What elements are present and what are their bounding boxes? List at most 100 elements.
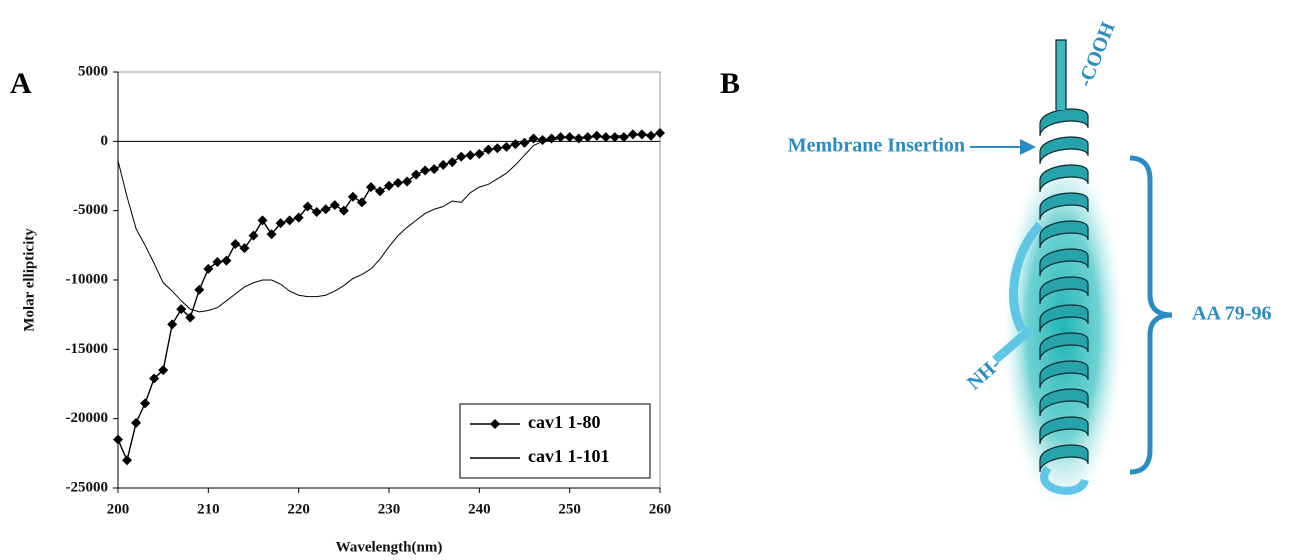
data-point (510, 139, 521, 150)
data-point (239, 243, 250, 254)
panel-label: A (10, 67, 32, 100)
y-axis-label: Molar ellipticity (21, 228, 37, 332)
x-axis-label: Wavelength(nm) (336, 539, 443, 555)
nh-strand (992, 326, 1033, 364)
y-tick-label: -25000 (66, 479, 109, 495)
data-point (528, 133, 539, 144)
data-point (212, 256, 223, 267)
data-point (374, 186, 385, 197)
data-point (483, 144, 494, 155)
data-point (393, 177, 404, 188)
helix-end (1040, 465, 1089, 495)
data-point (356, 197, 367, 208)
data-point (645, 130, 656, 141)
helix-turn (1039, 388, 1089, 417)
data-point (122, 455, 133, 466)
data-point (627, 129, 638, 140)
chart: 5000 0 -5000 -10000 -15000 -20000 -25000 200 210… (21, 63, 671, 555)
data-point (402, 176, 413, 187)
data-point (573, 133, 584, 144)
legend-label: cav1 1-80 (528, 412, 600, 432)
brace (1129, 155, 1173, 475)
data-point (447, 157, 458, 168)
data-point (293, 212, 304, 223)
y-tick-label: -10000 (66, 271, 109, 287)
x-tick-label: 260 (649, 501, 672, 517)
data-point (411, 169, 422, 180)
data-point (113, 434, 123, 445)
data-point (257, 215, 268, 226)
legend-label: cav1 1-101 (528, 446, 609, 466)
x-tick-label: 250 (558, 501, 581, 517)
data-point (194, 284, 205, 295)
data-point (275, 218, 286, 229)
data-point (474, 148, 485, 159)
data-point (456, 151, 467, 162)
helix-turn (1039, 108, 1089, 137)
data-point (302, 201, 313, 212)
x-tick-label: 230 (378, 501, 401, 517)
cooh-label: -COOH (1074, 19, 1120, 90)
data-point (140, 398, 151, 409)
data-point (546, 133, 557, 144)
data-point (429, 164, 440, 175)
helix-turn (1039, 360, 1089, 389)
data-point (158, 365, 169, 376)
data-point (203, 263, 214, 274)
data-point (230, 238, 241, 249)
data-point (618, 132, 629, 143)
cooh-strand (1055, 39, 1067, 110)
helix (1039, 108, 1089, 495)
helix-turn (1039, 192, 1089, 221)
data-point (555, 132, 566, 143)
data-point (347, 191, 358, 202)
arrow-head (1020, 139, 1036, 155)
data-point (320, 204, 331, 215)
data-point (131, 417, 142, 428)
helix-turn (1039, 304, 1089, 333)
helix-turn (1039, 444, 1089, 473)
data-point (284, 215, 295, 226)
series-line (117, 133, 660, 313)
data-point (591, 130, 602, 141)
data-point (167, 319, 178, 330)
data-point (501, 141, 512, 152)
data-point (365, 182, 376, 193)
data-point (609, 132, 620, 143)
y-tick-label: 0 (101, 133, 109, 149)
membrane-insertion-label: Membrane Insertion (788, 135, 965, 157)
y-tick-label: -15000 (66, 341, 109, 357)
helix-turn (1039, 332, 1089, 361)
y-tick-label: -5000 (73, 202, 108, 218)
data-point (248, 230, 259, 241)
helix-turn (1039, 276, 1089, 305)
data-point (465, 150, 476, 161)
data-point (338, 205, 349, 216)
range-label: AA 79-96 (1192, 303, 1271, 325)
helix-diagram: Membrane Insertion -COOH NH- AA 79-96 (788, 19, 1271, 510)
panel-label: B (720, 67, 740, 100)
data-point (384, 180, 394, 191)
data-point (176, 304, 187, 315)
x-tick-label: 220 (287, 501, 310, 517)
y-tick-label: -20000 (66, 410, 109, 426)
data-point (149, 373, 160, 384)
data-point (266, 229, 277, 240)
data-point (185, 312, 196, 323)
legend-marker (490, 419, 500, 429)
x-tick-label: 210 (197, 501, 220, 517)
helix-turn (1039, 248, 1089, 277)
y-tick-label: 5000 (78, 63, 108, 79)
helix-turn (1039, 416, 1089, 445)
helix-turn (1039, 220, 1089, 249)
legend-box (459, 403, 651, 479)
data-point (420, 165, 431, 176)
nh-strand (1009, 221, 1044, 333)
data-point (438, 159, 449, 170)
x-tick-label: 200 (107, 501, 130, 517)
data-point (655, 128, 665, 139)
data-point (311, 207, 322, 218)
data-point (221, 255, 232, 266)
data-point (329, 200, 340, 211)
